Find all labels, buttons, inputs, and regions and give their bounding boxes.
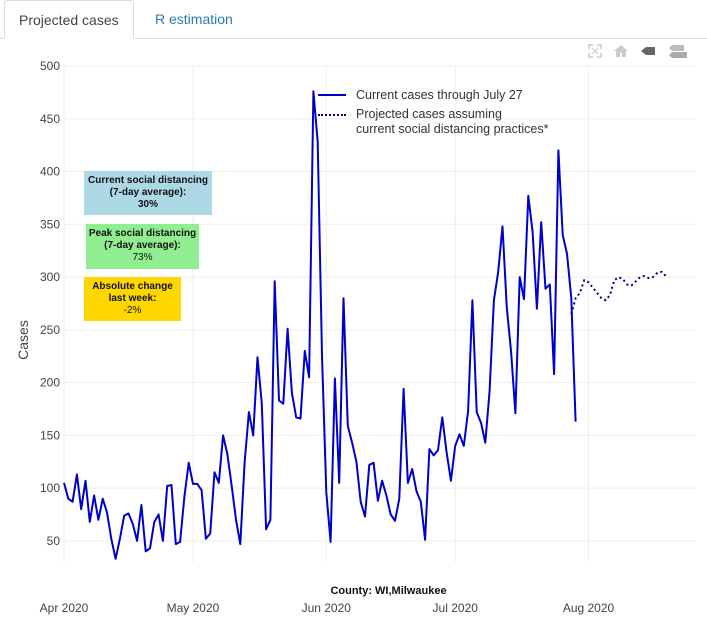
- tab-projected-cases[interactable]: Projected cases: [4, 0, 134, 39]
- y-tick-label-50: 50: [47, 534, 61, 548]
- tab-r-estimation[interactable]: R estimation: [155, 11, 233, 27]
- legend-dotted-line-swatch: [318, 107, 346, 121]
- peak-distancing-title: Peak social distancing: [88, 228, 197, 239]
- current-distancing-annotation: Current social distancing (7-day average…: [84, 171, 212, 215]
- home-icon[interactable]: [613, 43, 629, 64]
- peak-distancing-value: 73%: [132, 252, 153, 263]
- y-axis-label: Cases: [15, 320, 31, 360]
- legend-item-current[interactable]: Current cases through July 27: [318, 88, 548, 103]
- y-tick-label-350: 350: [40, 217, 60, 231]
- x-axis-ticks: Apr 2020 May 2020 Jun 2020 Jul 2020 Aug 2020: [40, 601, 615, 615]
- x-tick-label-4: Aug 2020: [563, 601, 615, 615]
- absolute-change-value: -2%: [123, 305, 142, 316]
- chart-legend: Current cases through July 27 Projected …: [318, 88, 548, 141]
- plot-modebar: [587, 43, 689, 64]
- y-tick-label-250: 250: [40, 323, 60, 337]
- current-distancing-subtitle: (7-day average):: [109, 187, 187, 198]
- county-label: County: WI,Milwaukee: [0, 585, 707, 597]
- y-tick-label-200: 200: [40, 376, 60, 390]
- legend-label-current: Current cases through July 27: [356, 88, 523, 102]
- y-tick-label-300: 300: [40, 270, 60, 284]
- current-distancing-title: Current social distancing: [87, 175, 209, 186]
- chart-series: [63, 90, 667, 560]
- compare-hover-icon[interactable]: [667, 43, 689, 64]
- peak-distancing-annotation: Peak social distancing (7-day average): …: [86, 224, 199, 269]
- y-tick-label-500: 500: [40, 59, 60, 73]
- current-cases-line: [63, 90, 577, 560]
- cases-chart: 50 100 150 200 250 300 350 400 450 500 Apr 2020 Ma…: [15, 59, 696, 615]
- legend-label-projected-line1: Projected cases assuming: [356, 107, 502, 121]
- legend-item-projected[interactable]: Projected cases assuming current social …: [318, 107, 548, 137]
- y-tick-label-100: 100: [40, 481, 60, 495]
- county-label-text: County: WI,Milwaukee: [330, 585, 447, 597]
- y-tick-label-400: 400: [40, 165, 60, 179]
- x-tick-label-0: Apr 2020: [40, 601, 89, 615]
- legend-solid-line-swatch: [318, 88, 346, 102]
- legend-label-projected-line2: current social distancing practices*: [356, 122, 549, 136]
- spike-lines-icon[interactable]: [639, 43, 657, 64]
- x-tick-label-3: Jul 2020: [433, 601, 479, 615]
- current-distancing-value: 30%: [137, 199, 158, 210]
- y-tick-label-150: 150: [40, 428, 60, 442]
- tab-bar: Projected cases R estimation: [0, 0, 707, 39]
- x-tick-label-2: Jun 2020: [302, 601, 352, 615]
- y-axis-ticks: 50 100 150 200 250 300 350 400 450 500: [40, 59, 60, 548]
- absolute-change-annotation: Absolute change last week: -2%: [84, 277, 181, 321]
- y-tick-label-450: 450: [40, 112, 60, 126]
- x-tick-label-1: May 2020: [167, 601, 220, 615]
- autoscale-icon[interactable]: [587, 43, 603, 64]
- absolute-change-title: Absolute change: [92, 281, 173, 292]
- peak-distancing-subtitle: (7-day average):: [104, 240, 181, 251]
- projected-cases-line: [570, 270, 667, 315]
- absolute-change-subtitle: last week:: [108, 293, 157, 304]
